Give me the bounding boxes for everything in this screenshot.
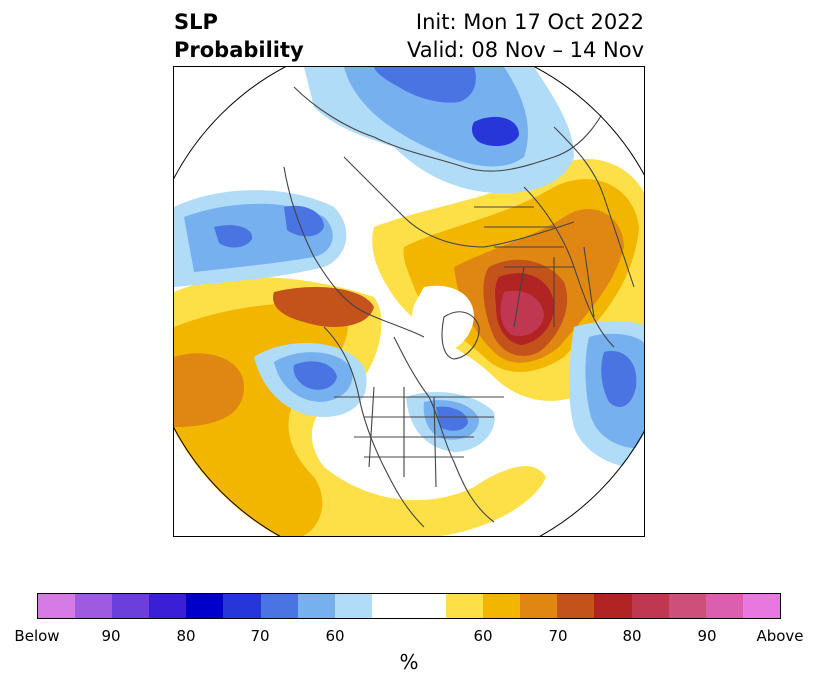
colorbar-segment	[149, 594, 187, 618]
colorbar-tick-label: 60	[325, 627, 345, 645]
map-title: SLP Probability	[174, 8, 304, 64]
colorbar-segment	[520, 594, 558, 618]
colorbar-segment	[38, 594, 76, 618]
title-line-1: SLP	[174, 10, 218, 34]
colorbar-tick-label: 60	[473, 627, 493, 645]
colorbar-segment	[260, 594, 298, 618]
colorbar-tick-label: 70	[250, 627, 270, 645]
colorbar-segment	[557, 594, 595, 618]
init-date: Init: Mon 17 Oct 2022	[415, 10, 644, 34]
colorbar-segment	[631, 594, 669, 618]
colorbar-segment	[334, 594, 372, 618]
probability-field	[174, 67, 644, 536]
colorbar-segment	[112, 594, 150, 618]
colorbar-segment	[186, 594, 224, 618]
map-date-info: Init: Mon 17 Oct 2022 Valid: 08 Nov – 14…	[407, 8, 644, 64]
colorbar	[37, 593, 781, 619]
below-normal-region-east	[569, 321, 644, 468]
colorbar-tick-label: Above	[756, 627, 804, 645]
colorbar-segment	[483, 594, 521, 618]
colorbar-segment	[594, 594, 632, 618]
colorbar-tick-label: Below	[14, 627, 60, 645]
title-line-2: Probability	[174, 38, 304, 62]
colorbar-tick-label: 70	[548, 627, 568, 645]
coastlines	[283, 86, 635, 528]
polar-map	[173, 66, 645, 537]
colorbar-segment	[371, 594, 447, 618]
colorbar-segment	[668, 594, 706, 618]
colorbar-segment	[742, 594, 780, 618]
colorbar-segment	[446, 594, 484, 618]
colorbar-segment	[223, 594, 261, 618]
below-normal-region-northwest	[174, 190, 347, 287]
colorbar-segment	[705, 594, 743, 618]
colorbar-tick-label: 90	[101, 627, 121, 645]
below-normal-region-north	[304, 67, 574, 194]
colorbar-tick-label: 80	[622, 627, 642, 645]
valid-dates: Valid: 08 Nov – 14 Nov	[407, 38, 644, 62]
colorbar-tick-label: 90	[697, 627, 717, 645]
colorbar-segment	[75, 594, 113, 618]
colorbar-units: %	[399, 650, 419, 674]
colorbar-tick-label: 80	[176, 627, 196, 645]
colorbar-segment	[297, 594, 335, 618]
